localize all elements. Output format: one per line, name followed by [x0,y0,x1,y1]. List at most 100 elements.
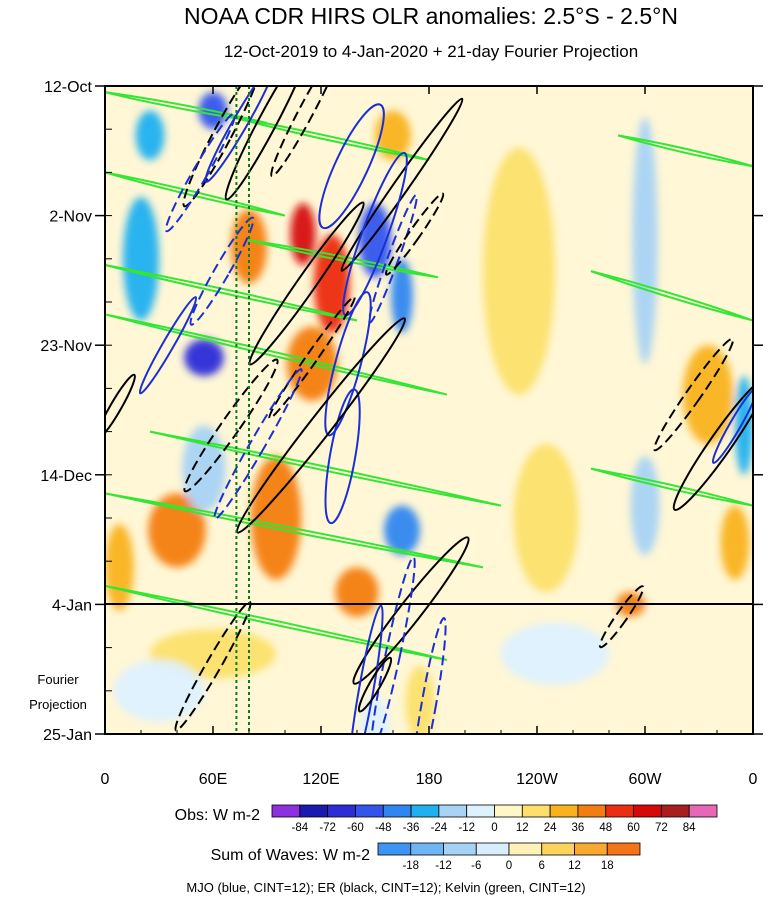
obs-colorbar-box [271,804,301,818]
mjo-contour [370,556,416,734]
obs-colorbar-box [633,804,662,818]
anomaly-field [105,92,753,734]
kelvin-contour [590,467,753,507]
anomaly-blob [384,505,420,556]
waves-colorbar-label: -6 [471,860,481,872]
anomaly-blob [335,567,379,617]
anomaly-blob [682,345,734,444]
y-tick-label: 2-Nov [49,209,92,226]
chart-title: NOAA CDR HIRS OLR anomalies: 2.5°S - 2.5… [184,3,678,29]
waves-colorbar-label: 12 [568,860,581,872]
obs-colorbar-box [660,804,690,818]
obs-colorbar-label: -48 [375,822,392,834]
mjo-contour [318,103,385,230]
waves-colorbar: -18 -12 -6 0 6 12 18 [377,842,641,872]
er-contour [598,585,645,649]
waves-colorbar-box [574,842,608,856]
obs-colorbar-box [466,804,495,818]
obs-colorbar-title: Obs: W m-2 [175,807,260,824]
anomaly-blob [105,524,134,611]
er-contour [672,376,753,511]
kelvin-contour [105,263,358,322]
anomaly-blob [391,258,413,333]
mjo-contour [348,604,384,734]
er-contour [174,600,252,732]
projection-label-2: Projection [29,697,87,712]
y-tick-label: 12-Oct [44,79,93,96]
obs-colorbar-label: -12 [458,822,475,834]
anomaly-blob [501,622,609,685]
x-tick-label: 120E [302,771,339,788]
y-axis: 12-Oct 2-Nov 23-Nov 14-Dec 4-Jan 25-Jan [40,79,763,744]
obs-colorbar-box [355,804,384,818]
waves-colorbar-label: -12 [435,860,452,872]
anomaly-blob [313,234,350,333]
waves-colorbar-box [377,842,412,856]
obs-colorbar-label: -84 [292,822,309,834]
waves-colorbar-box [606,842,641,856]
x-tick-label: 180 [416,771,443,788]
anomaly-blob [290,203,316,265]
anomaly-blob [286,326,338,401]
obs-colorbar-box [410,804,440,818]
x-tick-label: 120W [516,771,559,788]
mjo-contour [189,216,255,326]
mjo-contour [213,368,303,520]
kelvin-contour [105,171,286,217]
chart-subtitle: 12-Oct-2019 to 4-Jan-2020 + 21-day Fouri… [224,42,638,61]
obs-colorbar-label: 72 [655,822,668,834]
kelvin-contour [617,134,753,168]
mjo-contour [324,291,372,437]
obs-colorbar-label: 36 [572,822,585,834]
projection-label-1: Fourier [37,672,79,687]
obs-colorbar-label: 12 [516,822,529,834]
x-tick-label: 0 [101,771,110,788]
kelvin-contour [105,584,448,661]
obs-colorbar-box [299,804,329,818]
er-contour [182,86,262,208]
x-tick-label: 60W [629,771,663,788]
obs-colorbar-box [605,804,634,818]
anomaly-blob [250,456,302,580]
y-tick-label: 25-Jan [43,727,92,744]
anomaly-blob [632,116,658,364]
obs-colorbar-label: 48 [599,822,612,834]
anomaly-blob [123,197,159,321]
anomaly-blob [513,443,579,593]
obs-colorbar-box [688,804,718,818]
x-axis: 0 60E 120E 180 120W 60W 0 [101,86,758,788]
waves-colorbar-box [410,842,444,856]
kelvin-contour [230,115,430,162]
er-contour [224,86,310,201]
mjo-reference-lines [235,86,250,734]
obs-colorbar-box [438,804,468,818]
anomaly-blob [184,339,224,377]
er-contour [653,337,734,452]
obs-colorbar-label: 0 [491,822,497,834]
kelvin-contour [248,239,439,279]
er-contour [384,192,445,276]
kelvin-contour [590,270,753,322]
obs-colorbar: -84 -72 -60 -48 -36 -24 -12 0 12 24 36 48 60 72 84 [271,804,718,834]
mjo-contour [138,296,198,395]
anomaly-blob [135,110,165,161]
kelvin-contour [105,313,448,396]
footnote: MJO (blue, CINT=12); ER (black, CINT=12)… [186,880,585,895]
er-contour [235,317,407,534]
waves-colorbar-label: 18 [601,860,614,872]
y-tick-label: 4-Jan [52,597,92,614]
anomaly-blob [720,505,750,580]
mjo-contour [711,386,753,464]
er-contour [268,295,356,420]
waves-colorbar-box [541,842,575,856]
obs-colorbar-label: -60 [347,822,364,834]
x-tick-label: 0 [749,771,758,788]
anomaly-blob [483,147,555,395]
waves-colorbar-box [475,842,510,856]
anomaly-blob [630,456,660,556]
waves-colorbar-box [508,842,543,856]
waves-colorbar-label: 0 [506,860,512,872]
obs-colorbar-label: 60 [627,822,640,834]
anomaly-blob [405,666,435,734]
